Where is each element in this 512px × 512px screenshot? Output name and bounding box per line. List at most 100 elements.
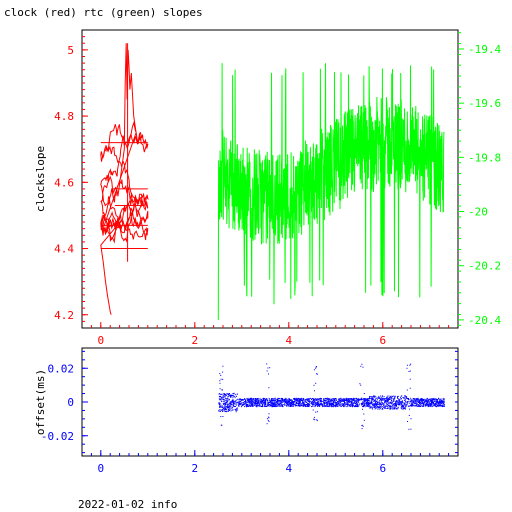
- offset-point: [228, 405, 230, 407]
- offset-point: [319, 397, 321, 399]
- offset-point: [344, 402, 345, 403]
- offset-point: [324, 405, 326, 407]
- offset-point: [390, 398, 392, 400]
- offset-point: [374, 395, 376, 397]
- offset-point: [289, 403, 291, 405]
- offset-point: [294, 404, 296, 406]
- offset-point: [348, 401, 350, 402]
- offset-point: [336, 405, 338, 406]
- offset-point: [339, 400, 341, 402]
- offset-point: [343, 403, 345, 405]
- offset-point: [386, 399, 388, 401]
- offset-point: [387, 405, 389, 407]
- offset-point: [373, 395, 375, 397]
- offset-point: [396, 401, 398, 403]
- offset-point: [428, 400, 430, 402]
- offset-point: [432, 405, 434, 407]
- offset-point: [408, 398, 410, 400]
- offset-point: [283, 400, 285, 402]
- offset-point: [378, 395, 380, 397]
- offset-point: [377, 402, 379, 403]
- offset-point: [315, 405, 317, 407]
- offset-point: [435, 402, 437, 403]
- offset-point: [287, 401, 289, 403]
- offset-point: [385, 406, 387, 407]
- offset-point: [219, 373, 221, 375]
- offset-point: [304, 404, 306, 406]
- offset-point: [281, 400, 283, 402]
- offset-point: [220, 416, 222, 418]
- offset-point: [224, 407, 226, 409]
- offset-point: [378, 397, 379, 399]
- bottom-y-axis-label: offset(ms): [34, 369, 47, 435]
- offset-point: [300, 404, 302, 406]
- offset-point: [266, 370, 268, 372]
- offset-point: [337, 406, 339, 407]
- offset-point: [301, 399, 303, 401]
- offset-point: [273, 399, 274, 401]
- offset-point: [301, 403, 303, 405]
- offset-point: [291, 405, 293, 407]
- offset-point: [228, 398, 230, 400]
- offset-point: [246, 403, 248, 405]
- offset-point: [381, 401, 382, 403]
- offset-point: [393, 406, 395, 408]
- offset-point: [247, 398, 249, 400]
- offset-point: [220, 399, 222, 400]
- offset-point: [298, 404, 300, 406]
- offset-point: [430, 398, 432, 400]
- offset-point: [278, 403, 280, 405]
- offset-point: [315, 402, 317, 404]
- offset-point: [387, 398, 388, 400]
- offset-point: [352, 406, 353, 408]
- offset-point: [312, 403, 314, 405]
- offset-point: [412, 399, 414, 401]
- offset-point: [374, 400, 376, 402]
- offset-point: [224, 402, 226, 404]
- offset-point: [352, 400, 354, 402]
- offset-point: [388, 407, 390, 409]
- offset-point: [222, 400, 224, 402]
- offset-point: [345, 404, 347, 406]
- offset-point: [393, 400, 395, 402]
- offset-point: [374, 399, 376, 401]
- offset-point: [385, 408, 387, 409]
- offset-point: [254, 401, 256, 403]
- offset-point: [315, 401, 317, 403]
- offset-point: [220, 409, 222, 411]
- offset-point: [361, 428, 363, 430]
- offset-point: [413, 404, 415, 406]
- offset-point: [218, 410, 220, 412]
- offset-point: [270, 403, 272, 405]
- offset-point: [398, 400, 400, 402]
- offset-point: [313, 406, 315, 408]
- offset-point: [375, 403, 377, 405]
- offset-point: [443, 406, 445, 407]
- offset-point: [229, 409, 231, 410]
- offset-point: [399, 404, 401, 406]
- offset-point: [305, 404, 307, 406]
- offset-point: [307, 398, 309, 400]
- offset-point: [362, 403, 364, 404]
- offset-point: [417, 405, 419, 407]
- offset-point: [419, 405, 420, 407]
- offset-point: [263, 398, 265, 400]
- offset-point: [381, 396, 383, 398]
- offset-point: [411, 404, 413, 405]
- offset-point: [330, 404, 332, 406]
- offset-point: [279, 400, 281, 401]
- offset-point: [398, 398, 400, 400]
- offset-point: [379, 408, 381, 410]
- offset-point: [367, 403, 369, 405]
- offset-point: [269, 367, 271, 369]
- offset-point: [259, 399, 261, 401]
- offset-point: [239, 399, 241, 400]
- offset-point: [235, 401, 237, 403]
- offset-point: [367, 401, 369, 403]
- offset-point: [399, 400, 401, 402]
- offset-point: [384, 401, 386, 403]
- offset-point: [391, 404, 393, 406]
- offset-point: [367, 404, 369, 406]
- offset-point: [401, 408, 403, 410]
- offset-point: [325, 402, 327, 404]
